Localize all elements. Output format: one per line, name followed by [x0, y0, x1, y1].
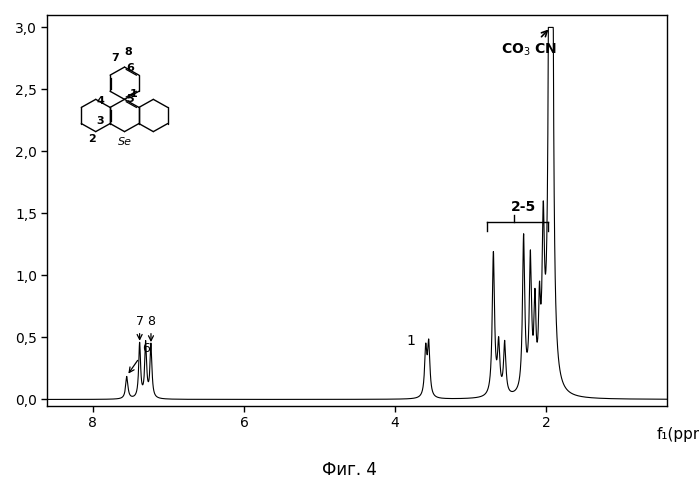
Text: 6: 6 [126, 63, 134, 73]
Text: 1: 1 [130, 89, 138, 99]
X-axis label: f₁(ppm): f₁(ppm) [657, 427, 699, 442]
Text: 8: 8 [147, 315, 155, 341]
Text: Se: Se [117, 137, 131, 146]
Text: Фиг. 4: Фиг. 4 [322, 461, 377, 479]
Text: 1: 1 [406, 334, 415, 348]
Text: 4: 4 [96, 96, 104, 106]
Text: 5: 5 [126, 95, 134, 105]
Text: 7: 7 [136, 315, 143, 339]
Text: 3: 3 [96, 116, 104, 126]
Text: 7: 7 [112, 53, 120, 63]
Text: 6: 6 [129, 342, 150, 372]
Text: CO$_3$ CN: CO$_3$ CN [501, 31, 557, 58]
Text: 2: 2 [88, 133, 96, 144]
Text: 8: 8 [124, 47, 132, 57]
Text: 2-5: 2-5 [511, 200, 536, 214]
